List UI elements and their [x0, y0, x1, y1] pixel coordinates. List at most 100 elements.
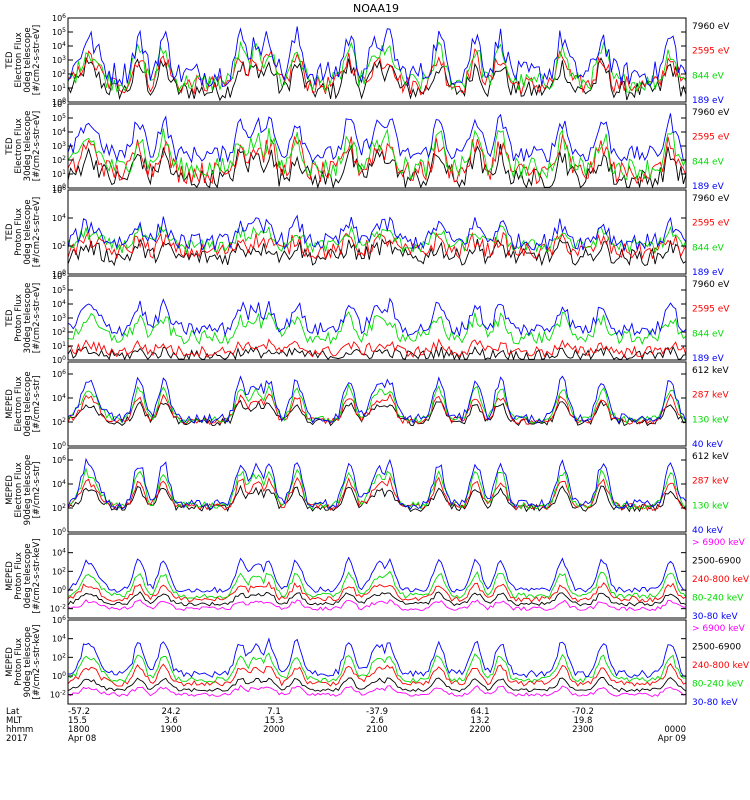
y-tick-label: 10-2	[50, 690, 66, 700]
time-tick-label: 1800	[68, 725, 90, 735]
y-axis-label: Electron Flux	[14, 376, 24, 431]
y-axis-label: TED	[5, 137, 15, 156]
series-line	[67, 143, 687, 190]
y-axis-label: Electron Flux	[14, 118, 24, 173]
y-tick-label: 106	[52, 271, 66, 281]
legend-entry: 2500-6900	[692, 557, 741, 567]
time-row-label: Lat	[6, 707, 20, 717]
figure-title: NOAA19	[353, 2, 399, 15]
panel-frame	[67, 533, 687, 619]
y-axis-label: [#/cm2-s-str-eV]	[32, 197, 42, 267]
y-axis-label: [#/cm2-s-str-keV]	[32, 625, 42, 700]
legend-entry: 2595 eV	[692, 133, 730, 143]
y-tick-label: 100	[52, 585, 66, 595]
y-axis-label: 0deg telescope	[23, 543, 33, 608]
series-line	[67, 393, 687, 425]
series-line	[67, 26, 687, 88]
legend-entry: 287 keV	[692, 477, 729, 487]
series-line	[67, 581, 687, 603]
series-line	[67, 297, 687, 337]
y-axis-label: MEPED	[5, 647, 15, 677]
y-tick-label: 106	[52, 455, 66, 465]
y-tick-label: 100	[52, 527, 66, 537]
y-axis-label: Proton Flux	[14, 552, 24, 600]
series-line	[67, 663, 687, 687]
series-line	[67, 457, 687, 510]
time-tick-label: -37.9	[366, 707, 388, 717]
series-line	[67, 599, 687, 612]
series-line	[67, 223, 687, 255]
y-axis-label: MEPED	[5, 389, 15, 419]
y-tick-label: 102	[52, 566, 66, 576]
series-line	[67, 48, 687, 96]
time-tick-label: 24.2	[162, 707, 181, 717]
legend-entry: 7960 eV	[692, 108, 730, 118]
time-tick-label: 1900	[160, 725, 182, 735]
y-tick-label: 102	[52, 155, 66, 165]
y-tick-label: 105	[52, 285, 66, 295]
panel-4: 106 105 104 103 102 101 100 TED Proton Flux 30deg…	[5, 271, 730, 365]
time-tick-label: 19.8	[574, 716, 593, 726]
series-line	[67, 676, 687, 693]
series-line	[67, 338, 687, 359]
y-axis-label: [#/cm2-s-str-eV]	[32, 25, 42, 95]
y-tick-label: 103	[52, 141, 66, 151]
panel-frame	[67, 447, 687, 533]
legend-entry: 80-240 keV	[692, 594, 744, 604]
time-tick-label: -70.2	[572, 707, 594, 717]
time-tick-label: Apr 09	[658, 734, 686, 744]
y-tick-label: 105	[52, 27, 66, 37]
legend-entry: 287 keV	[692, 391, 729, 401]
time-tick-label: 2.6	[370, 716, 384, 726]
y-axis-label: MEPED	[5, 561, 15, 591]
legend-entry: 30-80 keV	[692, 612, 738, 622]
y-axis-label: TED	[5, 51, 15, 70]
panel-2: 106 105 104 103 102 101 100 TED Electron Flux 30d…	[5, 99, 730, 193]
y-tick-label: 10-2	[50, 604, 66, 614]
panel-6: 106 104 102 100 MEPED Electron Flux 90deg tele…	[5, 447, 729, 537]
time-tick-label: 2100	[366, 725, 388, 735]
y-axis-label: TED	[5, 223, 15, 242]
legend-entry: > 6900 keV	[692, 538, 746, 548]
y-tick-label: 103	[52, 313, 66, 323]
y-tick-label: 100	[52, 355, 66, 365]
legend-entry: 130 keV	[692, 415, 729, 425]
y-tick-label: 106	[52, 185, 66, 195]
series-line	[67, 56, 687, 102]
panel-1: 106 105 104 103 102 101 100 TED Electron Flux 0de…	[5, 13, 730, 107]
panel-7: 104 102 100 10-2 MEPED Proton Flux 0deg telesc…	[5, 533, 750, 622]
y-axis-label: MEPED	[5, 475, 15, 505]
y-tick-label: 102	[52, 652, 66, 662]
legend-entry: 80-240 keV	[692, 680, 744, 690]
legend-entry: 40 keV	[692, 526, 724, 536]
y-tick-label: 102	[52, 503, 66, 513]
legend-entry: 2595 eV	[692, 305, 730, 315]
legend-entry: 7960 eV	[692, 22, 730, 32]
series-line	[67, 684, 687, 698]
y-tick-label: 100	[52, 671, 66, 681]
series-line	[67, 556, 687, 594]
y-axis-label: 30deg telescope	[23, 111, 33, 182]
series-line	[67, 311, 687, 346]
y-tick-label: 101	[52, 169, 66, 179]
panel-5: 106 104 102 100 MEPED Electron Flux 0deg teles…	[5, 361, 729, 451]
legend-entry: 844 eV	[692, 243, 725, 253]
y-tick-label: 104	[52, 213, 66, 223]
time-row-label: hhmm	[6, 725, 33, 735]
y-tick-label: 106	[52, 615, 66, 625]
legend-entry: > 6900 keV	[692, 624, 746, 634]
legend-entry: 2500-6900	[692, 643, 741, 653]
legend-entry: 240-800 keV	[692, 661, 750, 671]
series-line	[67, 637, 687, 679]
legend-entry: 7960 eV	[692, 280, 730, 290]
y-axis-label: TED	[5, 309, 15, 328]
series-line	[67, 345, 687, 361]
legend-entry: 130 keV	[692, 501, 729, 511]
time-row-label: MLT	[6, 716, 23, 726]
y-tick-label: 104	[52, 479, 66, 489]
y-axis-label: 90deg telescope	[23, 455, 33, 526]
y-tick-label: 104	[52, 548, 66, 558]
time-tick-label: 0000	[664, 725, 686, 735]
y-axis-label: Proton Flux	[14, 638, 24, 686]
